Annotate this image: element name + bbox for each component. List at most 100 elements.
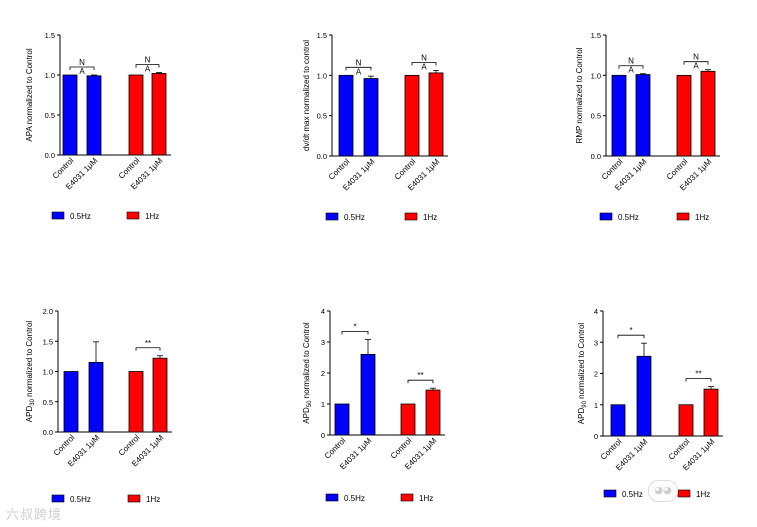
y-tick-label: 0	[321, 431, 325, 440]
bar-1Hz-E4031 1μM	[700, 70, 716, 157]
significance-label: **	[695, 370, 701, 379]
y-tick-label: 0.5	[317, 112, 327, 121]
y-tick-label: 1.0	[591, 71, 601, 80]
legend-label-1Hz: 1Hz	[419, 494, 433, 503]
bar-0.5Hz-Control	[338, 74, 354, 157]
y-tick-label: 1.5	[591, 31, 601, 40]
y-tick-label: 1.0	[43, 368, 53, 377]
significance-label: A	[693, 62, 699, 71]
y-axis-label: APD30 normalized to Control	[25, 321, 36, 423]
significance-label: *	[629, 326, 632, 335]
significance-bracket	[135, 347, 161, 351]
legend-label-1Hz: 1Hz	[423, 213, 437, 222]
significance-bracket	[345, 66, 372, 71]
significance-label: A	[79, 67, 85, 76]
significance-bracket	[411, 62, 437, 66]
significance-bracket	[683, 61, 709, 65]
significance-bracket	[407, 379, 434, 384]
bar-1Hz-Control	[128, 74, 144, 156]
bar-0.5Hz-Control	[63, 371, 79, 433]
y-tick-label: 0.5	[43, 398, 53, 407]
significance-label: N	[79, 58, 85, 67]
legend-label-0.5Hz: 0.5Hz	[618, 213, 639, 222]
bar-1Hz-Control	[678, 404, 694, 437]
significance-label: **	[145, 339, 151, 348]
y-tick-label: 2	[321, 369, 325, 378]
bar-0.5Hz-Control	[334, 403, 350, 436]
y-tick-label: 1	[321, 400, 325, 409]
legend-swatch-0.5Hz	[603, 489, 617, 498]
significance-bracket	[69, 66, 95, 70]
legend-swatch-1Hz	[126, 211, 140, 220]
bar-0.5Hz-Control	[610, 404, 626, 437]
legend-swatch-1Hz	[676, 212, 690, 221]
chart-panel-4: 0.0 0.5 1.0 1.5 2.0 APD30 normalized to Contr…	[25, 307, 172, 504]
y-axis-label: APA normalized to Control	[25, 48, 34, 141]
significance-label: **	[417, 371, 423, 380]
y-tick-label: 2.0	[43, 307, 53, 316]
legend-swatch-0.5Hz	[325, 493, 339, 502]
y-tick-label: 1	[594, 401, 598, 410]
y-tick-label: 4	[321, 307, 325, 316]
bar-1Hz-Control	[128, 371, 144, 433]
significance-label: N	[145, 56, 151, 65]
legend-swatch-0.5Hz	[599, 212, 613, 221]
significance-label: N	[421, 53, 427, 62]
y-tick-label: 1.5	[317, 31, 327, 40]
bar-0.5Hz-E4031 1μM	[86, 75, 102, 156]
y-tick-label: 3	[594, 338, 598, 347]
legend-swatch-1Hz	[127, 494, 141, 503]
bar-1Hz-E4031 1μM	[151, 73, 167, 156]
significance-bracket	[617, 334, 645, 339]
significance-bracket	[135, 64, 160, 68]
legend-label-1Hz: 1Hz	[695, 213, 709, 222]
bar-0.5Hz-E4031 1μM	[360, 353, 376, 436]
y-tick-label: 0.5	[591, 112, 601, 121]
legend-swatch-0.5Hz	[51, 494, 65, 503]
x-tick-label: Control	[599, 437, 624, 462]
significance-label: A	[628, 66, 634, 75]
y-tick-label: 0.5	[45, 111, 55, 120]
legend-label-0.5Hz: 0.5Hz	[344, 213, 365, 222]
bar-1Hz-E4031 1μM	[703, 388, 719, 437]
y-axis-label: dv/dt max normalized to control	[302, 40, 311, 151]
bar-0.5Hz-E4031 1μM	[635, 74, 651, 157]
significance-label: N	[693, 53, 699, 62]
legend-label-0.5Hz: 0.5Hz	[344, 494, 365, 503]
legend-label-0.5Hz: 0.5Hz	[70, 212, 91, 221]
legend-swatch-0.5Hz	[325, 212, 339, 221]
y-tick-label: 0.0	[43, 428, 53, 437]
bar-1Hz-Control	[400, 403, 416, 436]
legend-swatch-1Hz	[400, 493, 414, 502]
legend-label-0.5Hz: 0.5Hz	[70, 495, 91, 504]
legend-label-1Hz: 1Hz	[146, 495, 160, 504]
legend-swatch-0.5Hz	[51, 211, 65, 220]
y-tick-label: 0.0	[317, 152, 327, 161]
significance-bracket	[685, 378, 712, 382]
bar-1Hz-E4031 1μM	[428, 72, 444, 157]
y-tick-label: 1.5	[43, 337, 53, 346]
bar-1Hz-Control	[676, 74, 692, 157]
significance-bracket	[341, 331, 369, 335]
y-axis-label: RMP normalized to Control	[575, 47, 584, 143]
chart-panel-2: 0.0 0.5 1.0 1.5 dv/dt max normalized to cont…	[302, 31, 448, 222]
bar-0.5Hz-E4031 1μM	[88, 362, 104, 433]
bar-1Hz-E4031 1μM	[152, 357, 168, 433]
y-tick-label: 0	[594, 432, 598, 441]
significance-label: A	[356, 67, 362, 76]
y-tick-label: 1.5	[45, 31, 55, 40]
significance-label: N	[356, 58, 362, 67]
x-tick-label: Control	[323, 436, 348, 461]
bar-0.5Hz-E4031 1μM	[363, 78, 379, 157]
y-tick-label: 3	[321, 338, 325, 347]
significance-label: N	[628, 57, 634, 66]
y-tick-label: 0.0	[591, 152, 601, 161]
legend-swatch-1Hz	[404, 212, 418, 221]
legend-swatch-1Hz	[677, 489, 691, 498]
significance-label: A	[421, 62, 427, 71]
legend-label-0.5Hz: 0.5Hz	[622, 490, 643, 499]
